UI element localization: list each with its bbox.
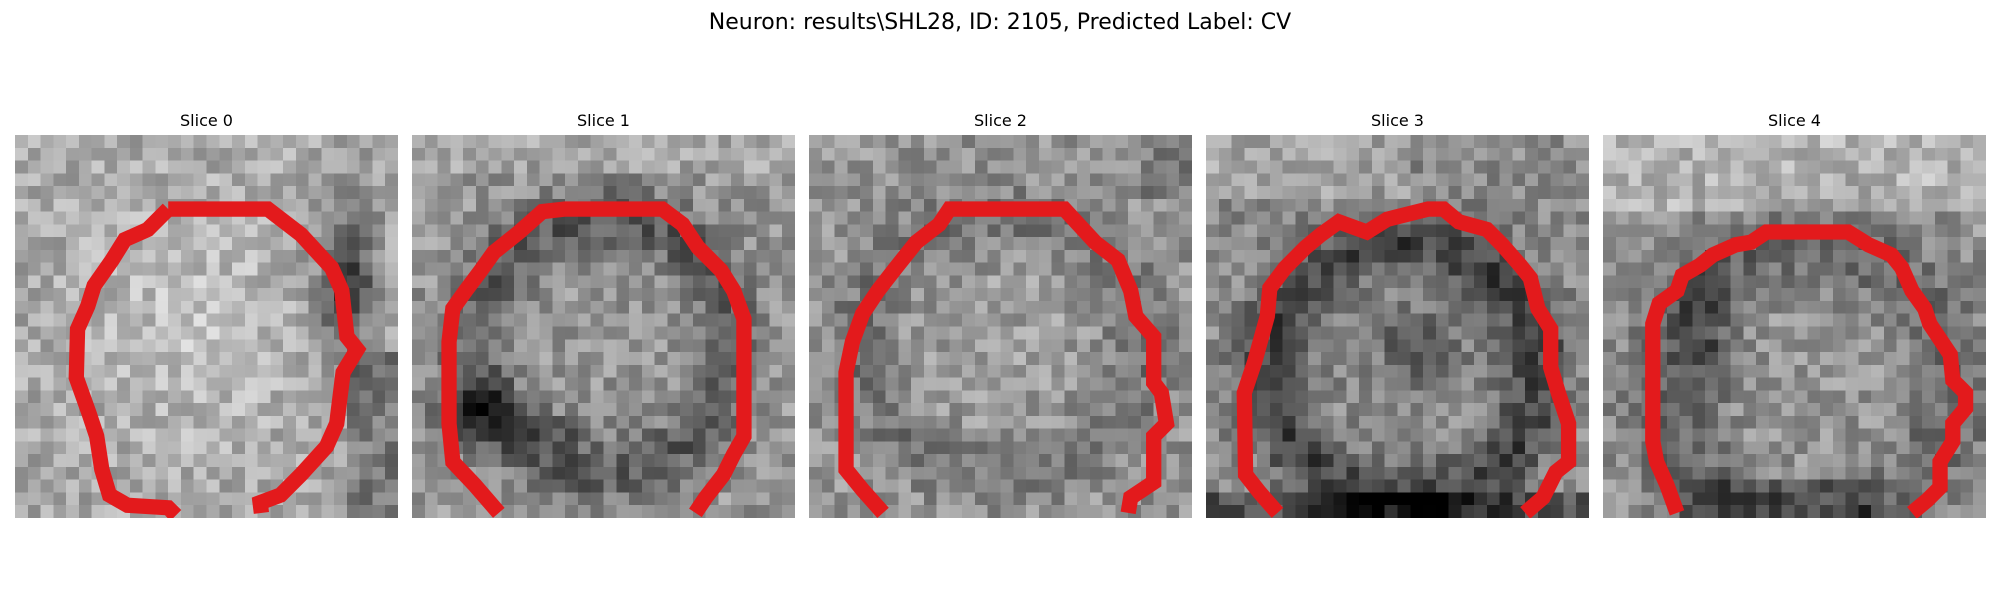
slice-3-image [1206, 135, 1589, 518]
slice-1-panel: Slice 1 [412, 108, 795, 518]
slice-2-image [809, 135, 1192, 518]
slice-4-pixels [1603, 135, 1986, 518]
slice-1-image [412, 135, 795, 518]
slice-4-title: Slice 4 [1768, 111, 1821, 130]
slice-3-outline [1236, 201, 1577, 518]
slice-1-outline [441, 201, 752, 518]
slice-4-panel: Slice 4 [1603, 108, 1986, 518]
slice-3-panel: Slice 3 [1206, 108, 1589, 518]
slice-1-title: Slice 1 [577, 111, 630, 130]
slice-0-image [15, 135, 398, 518]
slice-0-panel: Slice 0 [15, 108, 398, 518]
slice-3-pixels [1206, 135, 1589, 518]
slice-2-title: Slice 2 [974, 111, 1027, 130]
slice-2-outline [838, 201, 1175, 518]
slice-2-pixels [809, 135, 1192, 518]
slice-0-outline [168, 201, 367, 514]
slice-3-title: Slice 3 [1371, 111, 1424, 130]
slice-0-outline-left [68, 203, 182, 518]
slice-4-outline [1645, 224, 1974, 518]
slice-4-image [1603, 135, 1986, 518]
slice-0-title: Slice 0 [180, 111, 233, 130]
figure-title: Neuron: results\SHL28, ID: 2105, Predict… [708, 10, 1292, 35]
slice-2-panel: Slice 2 [809, 108, 1192, 518]
